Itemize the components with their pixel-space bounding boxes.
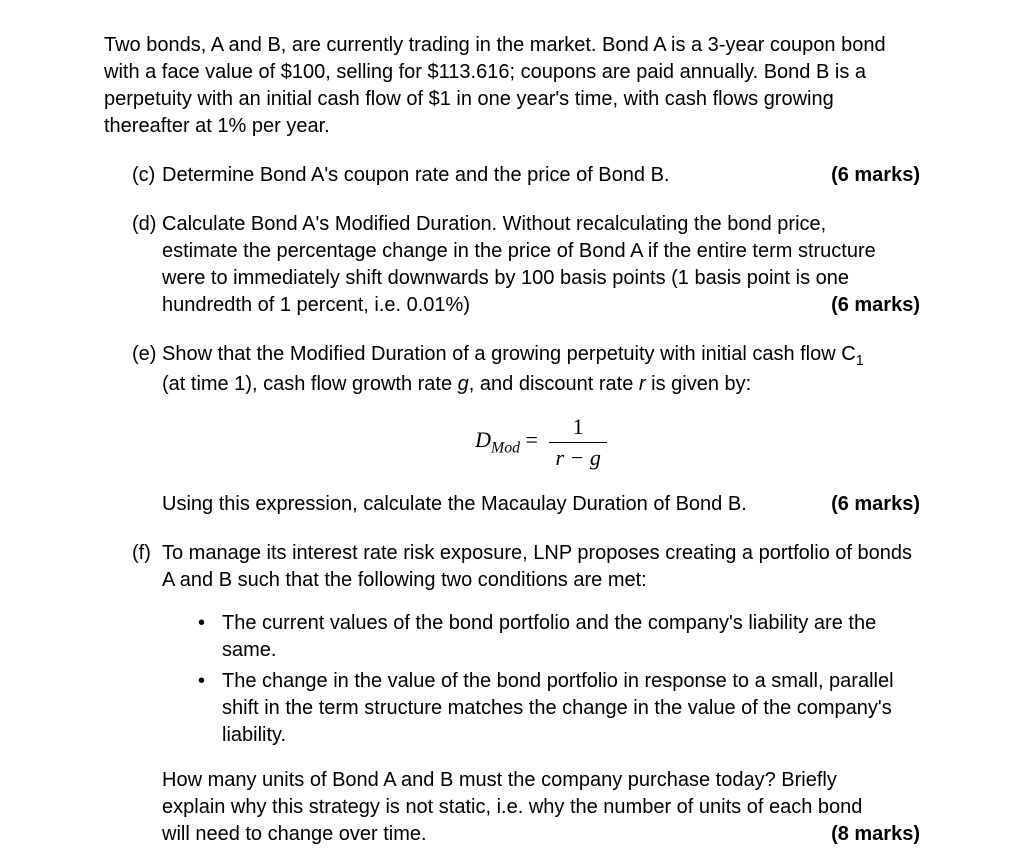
question-c-text: Determine Bond A's coupon rate and the p… — [162, 162, 669, 189]
question-f-label: (f) — [132, 540, 162, 848]
question-e-line1: Show that the Modified Duration of a gro… — [162, 341, 920, 371]
question-d-body: Calculate Bond A's Modified Duration. Wi… — [162, 211, 920, 319]
bullet-item: • The current values of the bond portfol… — [198, 610, 920, 664]
question-c: (c) Determine Bond A's coupon rate and t… — [132, 162, 920, 189]
question-e-line2: (at time 1), cash flow growth rate g, an… — [162, 371, 920, 398]
question-d: (d) Calculate Bond A's Modified Duration… — [132, 211, 920, 319]
intro-paragraph: Two bonds, A and B, are currently tradin… — [104, 32, 920, 140]
question-e-formula: DMod = 1 r − g — [162, 412, 920, 472]
question-d-label: (d) — [132, 211, 162, 319]
question-e-body: Show that the Modified Duration of a gro… — [162, 341, 920, 518]
question-f-body: To manage its interest rate risk exposur… — [162, 540, 920, 848]
bullet-dot-icon: • — [198, 610, 222, 664]
question-e-follow: Using this expression, calculate the Mac… — [162, 491, 747, 518]
question-f-marks: (8 marks) — [831, 821, 920, 848]
question-d-line2: estimate the percentage change in the pr… — [162, 238, 920, 265]
question-d-line4: hundredth of 1 percent, i.e. 0.01%) — [162, 292, 470, 319]
question-e: (e) Show that the Modified Duration of a… — [132, 341, 920, 518]
bullet-dot-icon: • — [198, 668, 222, 749]
question-d-marks: (6 marks) — [831, 292, 920, 319]
question-c-body: Determine Bond A's coupon rate and the p… — [162, 162, 920, 189]
question-list: (c) Determine Bond A's coupon rate and t… — [104, 162, 920, 848]
question-c-label: (c) — [132, 162, 162, 189]
question-f-close2: explain why this strategy is not static,… — [162, 794, 920, 821]
bullet-item: • The change in the value of the bond po… — [198, 668, 920, 749]
question-f-bullets: • The current values of the bond portfol… — [162, 610, 920, 749]
question-d-line1: Calculate Bond A's Modified Duration. Wi… — [162, 211, 920, 238]
question-d-line3: were to immediately shift downwards by 1… — [162, 265, 920, 292]
question-f-close3: will need to change over time. — [162, 821, 427, 848]
exam-question-page: Two bonds, A and B, are currently tradin… — [0, 0, 1024, 856]
question-c-marks: (6 marks) — [831, 162, 920, 189]
question-e-marks: (6 marks) — [831, 491, 920, 518]
question-f-close1: How many units of Bond A and B must the … — [162, 767, 920, 794]
question-e-label: (e) — [132, 341, 162, 518]
question-f-lead: To manage its interest rate risk exposur… — [162, 540, 920, 594]
question-f: (f) To manage its interest rate risk exp… — [132, 540, 920, 848]
